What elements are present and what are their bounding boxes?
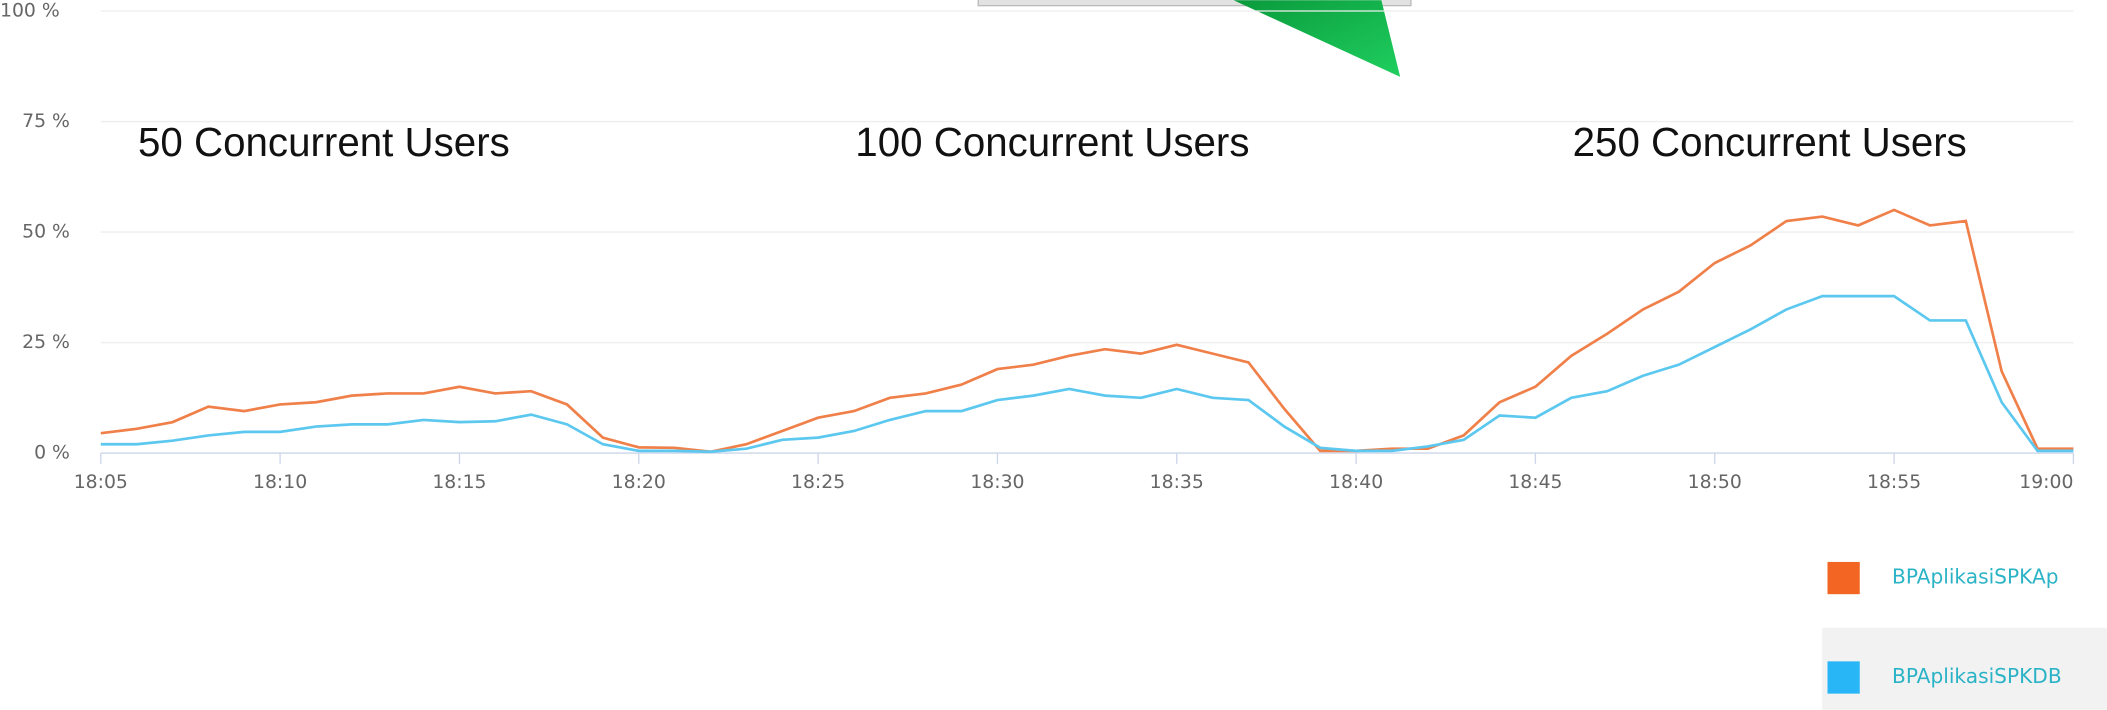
x-tick-label: 18:25 [791,472,845,493]
x-tick-label: 18:05 [74,472,128,493]
callout-arrow [1233,0,1401,77]
x-tick-label: 18:40 [1329,472,1383,493]
annotation: 50 Concurrent Users [138,120,510,165]
callout-box [977,0,1412,7]
x-tick-label: 18:50 [1688,472,1742,493]
series-line [100,294,2074,454]
legend-swatch[interactable] [1827,561,1860,595]
x-tick-label: 18:15 [432,472,486,493]
annotation: 250 Concurrent Users [1573,120,1967,165]
x-tick-label: 19:00 [2019,472,2073,493]
legend-label[interactable]: BPAplikasiSPKAp [1892,565,2059,589]
y-tick-label: 75 % [22,111,70,132]
x-tick-label: 18:55 [1867,472,1921,493]
legend-label[interactable]: BPAplikasiSPKDB [1892,664,2062,688]
annotation: 100 Concurrent Users [855,120,1249,165]
y-tick-label: 0 % [34,443,70,464]
y-tick-label: 50 % [22,222,70,243]
x-tick-label: 18:35 [1150,472,1204,493]
x-tick-label: 18:20 [612,472,666,493]
series-line [100,208,2074,454]
x-tick-label: 18:30 [970,472,1024,493]
y-tick-label: 25 % [22,332,70,353]
x-tick-label: 18:45 [1508,472,1562,493]
y-tick-label: 100 % [0,1,60,22]
legend-swatch[interactable] [1827,661,1860,694]
x-tick-label: 18:10 [253,472,307,493]
legend-hover-bg [1822,627,2107,710]
